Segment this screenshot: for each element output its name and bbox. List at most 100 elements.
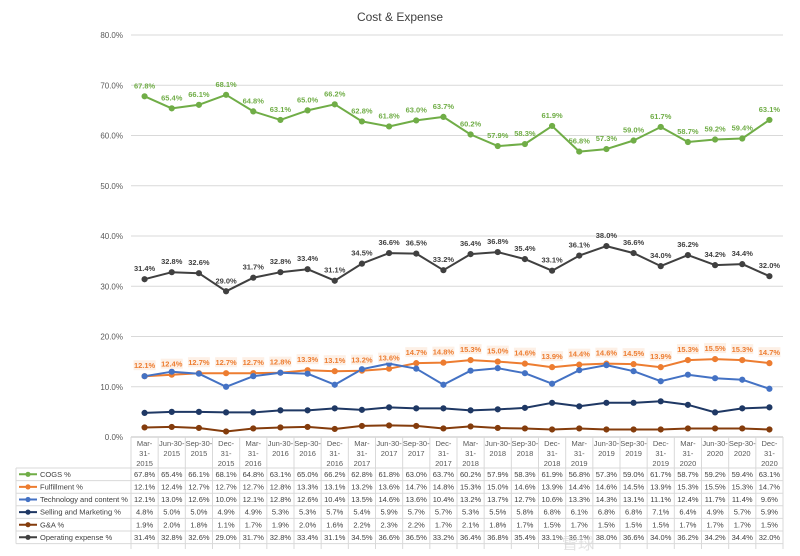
table-cell: 1.8%	[489, 520, 506, 529]
table-cell: 15.3%	[677, 483, 699, 492]
data-point	[467, 407, 474, 414]
series-line	[144, 424, 770, 433]
data-point	[250, 425, 257, 432]
data-label: 13.3%	[297, 355, 319, 364]
data-label: 14.4%	[569, 350, 591, 359]
data-label: 59.4%	[732, 124, 754, 133]
data-label-background	[432, 346, 455, 357]
table-cell: 66.1%	[188, 470, 210, 479]
x-tick-label: Jun-30-2015	[159, 439, 185, 458]
table-cell: 14.7%	[406, 483, 428, 492]
table-cell: 29.0%	[215, 533, 237, 542]
data-label: 61.8%	[378, 111, 400, 120]
data-point	[385, 422, 393, 429]
data-label: 36.4%	[460, 239, 482, 248]
data-point	[711, 262, 719, 269]
x-tick-label: Sep-30-2017	[403, 439, 430, 458]
data-point	[521, 256, 529, 263]
data-point	[684, 425, 692, 432]
table-cell: 14.5%	[623, 483, 645, 492]
table-cell: 66.2%	[324, 470, 346, 479]
data-point	[657, 378, 664, 385]
data-point	[766, 404, 773, 411]
table-cell: 5.3%	[272, 508, 289, 517]
data-point	[630, 137, 637, 144]
table-cell: 15.3%	[460, 483, 482, 492]
series-line	[144, 93, 770, 153]
data-label: 13.1%	[324, 356, 346, 365]
y-tick-label: 60.0%	[100, 132, 123, 141]
table-cell: 2.2%	[408, 520, 425, 529]
data-point	[711, 136, 719, 143]
data-point	[440, 425, 447, 432]
data-label-background	[568, 348, 591, 359]
data-label: 33.4%	[297, 254, 319, 263]
table-cell: 2.0%	[163, 520, 180, 529]
data-point	[739, 357, 746, 364]
data-label: 36.6%	[378, 238, 400, 247]
data-point	[304, 370, 311, 377]
data-point	[467, 131, 474, 138]
table-cell: 13.9%	[541, 483, 563, 492]
table-cell: 67.8%	[134, 470, 156, 479]
table-cell: 1.6%	[326, 520, 343, 529]
table-cell: 11.1%	[650, 495, 671, 504]
data-point	[548, 364, 556, 371]
data-label-background	[323, 355, 346, 366]
data-point	[358, 406, 366, 413]
table-cell: 13.6%	[406, 495, 428, 504]
data-table: COGS % 67.8% 65.4% 66.1% 68.1% 64.8% 63.1% 65.0…	[15, 468, 783, 545]
data-point	[684, 138, 692, 146]
data-point	[222, 91, 230, 98]
table-cell: 11.4%	[732, 495, 753, 504]
data-label: 12.7%	[243, 358, 265, 367]
table-cell: 12.4%	[677, 495, 699, 504]
data-label: 35.4%	[514, 244, 536, 253]
data-label: 62.8%	[351, 106, 373, 115]
data-label: 63.1%	[759, 105, 781, 114]
table-cell: 32.0%	[759, 533, 781, 542]
data-point	[711, 425, 719, 432]
data-point	[494, 358, 501, 365]
table-cell: 32.8%	[161, 533, 183, 542]
data-label: 14.7%	[406, 348, 428, 357]
data-label: 34.0%	[650, 251, 672, 260]
table-cell: 14.7%	[759, 483, 781, 492]
table-cell: 5.7%	[326, 508, 343, 517]
table-cell: 14.4%	[569, 483, 591, 492]
table-cell: 13.5%	[351, 495, 373, 504]
data-point	[222, 428, 230, 435]
legend-label: Fulfillment %	[40, 483, 83, 492]
data-label: 36.1%	[569, 241, 591, 250]
data-label: 66.2%	[324, 89, 346, 98]
data-point	[440, 405, 447, 412]
y-tick-label: 0.0%	[105, 433, 123, 442]
table-cell: 5.0%	[163, 508, 180, 517]
table-cell: 31.4%	[134, 533, 156, 542]
table-cell: 36.4%	[460, 533, 482, 542]
data-point	[657, 364, 664, 371]
table-cell: 63.1%	[270, 470, 292, 479]
data-label: 12.7%	[188, 358, 210, 367]
data-point	[766, 385, 773, 392]
data-label: 36.8%	[487, 237, 509, 246]
data-label-background	[731, 344, 754, 355]
legend-label: Technology and content %	[40, 495, 128, 504]
table-cell: 65.0%	[297, 470, 319, 479]
data-point	[331, 101, 338, 108]
table-cell: 15.0%	[487, 483, 509, 492]
data-point	[250, 373, 257, 380]
table-cell: 12.7%	[188, 483, 210, 492]
table-cell: 12.8%	[270, 495, 292, 504]
data-point	[603, 242, 610, 250]
table-cell: 1.1%	[218, 520, 235, 529]
watermark-text: 雪球	[562, 534, 594, 553]
table-cell: 5.8%	[516, 508, 533, 517]
table-cell: 12.1%	[243, 495, 265, 504]
table-cell: 33.4%	[297, 533, 319, 542]
y-tick-label: 10.0%	[100, 383, 123, 392]
y-tick-label: 20.0%	[100, 333, 123, 342]
data-label: 31.4%	[134, 264, 156, 273]
data-label: 29.0%	[215, 276, 237, 285]
